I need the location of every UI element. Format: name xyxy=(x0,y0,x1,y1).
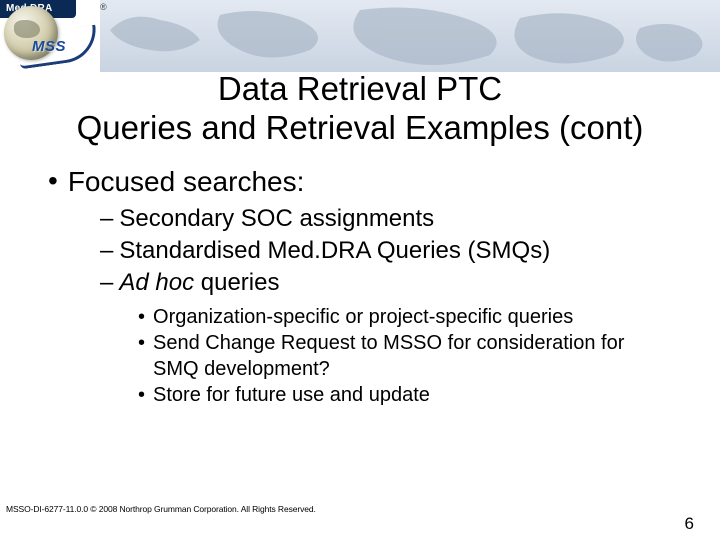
dash-suffix-text: queries xyxy=(194,269,279,296)
title-line-1: Data Retrieval PTC xyxy=(12,70,708,109)
bullet-dot-icon: • xyxy=(138,382,145,408)
logo-region: Med DRA ® MSS xyxy=(0,0,110,72)
bullet-level3: • Send Change Request to MSSO for consid… xyxy=(138,330,700,382)
sub-bullet-group: • Organization-specific or project-speci… xyxy=(138,304,700,408)
slide-title: Data Retrieval PTC Queries and Retrieval… xyxy=(0,70,720,148)
dash-level2: – Ad hoc queries xyxy=(100,268,700,298)
msso-text: MSS xyxy=(32,38,66,55)
bullet-dot-icon: • xyxy=(48,166,58,196)
world-map-background xyxy=(100,0,720,72)
bullet-level3-text: Organization-specific or project-specifi… xyxy=(153,304,573,330)
world-map-silhouette xyxy=(100,0,720,72)
dash-level2-text: Secondary SOC assignments xyxy=(119,204,434,234)
footer-copyright: MSSO-DI-6277-11.0.0 © 2008 Northrop Grum… xyxy=(6,504,316,514)
slide-body: • Focused searches: – Secondary SOC assi… xyxy=(0,148,720,408)
dash-level2: – Standardised Med.DRA Queries (SMQs) xyxy=(100,236,700,266)
dash-level2: – Secondary SOC assignments xyxy=(100,204,700,234)
bullet-level3: • Organization-specific or project-speci… xyxy=(138,304,700,330)
bullet-dot-icon: • xyxy=(138,330,145,356)
italic-prefix: Ad hoc xyxy=(119,269,194,296)
title-line-2: Queries and Retrieval Examples (cont) xyxy=(12,109,708,148)
bullet-level3: • Store for future use and update xyxy=(138,382,700,408)
dash-level2-text: Ad hoc queries xyxy=(119,268,279,298)
bullet-dot-icon: • xyxy=(138,304,145,330)
bullet-level3-text: Send Change Request to MSSO for consider… xyxy=(153,330,673,382)
bullet-level1: • Focused searches: xyxy=(48,166,700,198)
registered-mark: ® xyxy=(100,2,107,12)
page-number: 6 xyxy=(685,514,694,534)
bullet-level1-text: Focused searches: xyxy=(68,166,305,198)
msso-logo: MSS xyxy=(18,30,98,68)
dash-icon: – xyxy=(100,236,113,266)
bullet-level3-text: Store for future use and update xyxy=(153,382,430,408)
dash-icon: – xyxy=(100,268,113,298)
dash-icon: – xyxy=(100,204,113,234)
header-banner: Med DRA ® MSS xyxy=(0,0,720,72)
dash-level2-text: Standardised Med.DRA Queries (SMQs) xyxy=(119,236,550,266)
